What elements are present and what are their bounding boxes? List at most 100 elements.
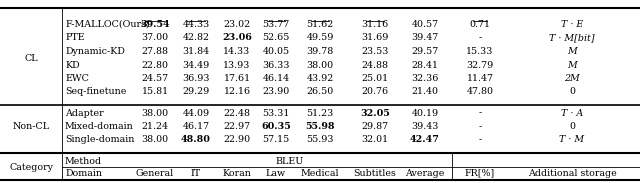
Text: 37.00: 37.00	[141, 33, 168, 42]
Text: 52.65: 52.65	[262, 33, 290, 42]
Text: 38.00: 38.00	[141, 135, 168, 145]
Text: -: -	[478, 135, 482, 145]
Text: Additional storage: Additional storage	[527, 169, 616, 178]
Text: 40.05: 40.05	[262, 47, 289, 56]
Text: T · M: T · M	[559, 135, 584, 145]
Text: 60.35: 60.35	[261, 122, 291, 131]
Text: FR[%]: FR[%]	[465, 169, 495, 178]
Text: 29.29: 29.29	[182, 87, 210, 96]
Text: 48.80: 48.80	[181, 135, 211, 145]
Text: 51.62: 51.62	[307, 20, 333, 29]
Text: 22.90: 22.90	[223, 135, 251, 145]
Text: CL: CL	[24, 54, 38, 63]
Text: 39.47: 39.47	[412, 33, 438, 42]
Text: 51.23: 51.23	[307, 109, 333, 117]
Text: Subtitles: Subtitles	[353, 169, 396, 178]
Text: 31.16: 31.16	[362, 20, 388, 29]
Text: 24.57: 24.57	[141, 74, 168, 83]
Text: M: M	[567, 47, 577, 56]
Text: 22.80: 22.80	[141, 61, 168, 70]
Text: 11.47: 11.47	[467, 74, 493, 83]
Text: T · E: T · E	[561, 20, 583, 29]
Text: 38.00: 38.00	[141, 109, 168, 117]
Text: 0: 0	[569, 122, 575, 131]
Text: 55.98: 55.98	[305, 122, 335, 131]
Text: Medical: Medical	[301, 169, 339, 178]
Text: 0: 0	[569, 87, 575, 96]
Text: Average: Average	[405, 169, 445, 178]
Text: IT: IT	[191, 169, 201, 178]
Text: -: -	[478, 122, 482, 131]
Text: 44.33: 44.33	[182, 20, 210, 29]
Text: BLEU: BLEU	[276, 156, 304, 165]
Text: -: -	[478, 109, 482, 117]
Text: 0.71: 0.71	[470, 20, 490, 29]
Text: PTE: PTE	[65, 33, 84, 42]
Text: 44.09: 44.09	[182, 109, 209, 117]
Text: 31.84: 31.84	[182, 47, 209, 56]
Text: 34.49: 34.49	[182, 61, 210, 70]
Text: Mixed-domain: Mixed-domain	[65, 122, 134, 131]
Text: Domain: Domain	[65, 169, 102, 178]
Text: Koran: Koran	[223, 169, 252, 178]
Text: 42.47: 42.47	[410, 135, 440, 145]
Text: Single-domain: Single-domain	[65, 135, 134, 145]
Text: 36.93: 36.93	[182, 74, 210, 83]
Text: 43.92: 43.92	[307, 74, 333, 83]
Text: Law: Law	[266, 169, 286, 178]
Text: 55.93: 55.93	[307, 135, 333, 145]
Text: 46.14: 46.14	[262, 74, 289, 83]
Text: Category: Category	[9, 163, 53, 171]
Text: General: General	[136, 169, 174, 178]
Text: 40.57: 40.57	[412, 20, 438, 29]
Text: 24.88: 24.88	[362, 61, 388, 70]
Text: 22.97: 22.97	[223, 122, 251, 131]
Text: 21.40: 21.40	[412, 87, 438, 96]
Text: 46.17: 46.17	[182, 122, 209, 131]
Text: 38.00: 38.00	[307, 61, 333, 70]
Text: 39.43: 39.43	[412, 122, 438, 131]
Text: 32.05: 32.05	[360, 109, 390, 117]
Text: 14.33: 14.33	[223, 47, 251, 56]
Text: 13.93: 13.93	[223, 61, 251, 70]
Text: Dynamic-KD: Dynamic-KD	[65, 47, 125, 56]
Text: Method: Method	[65, 156, 102, 165]
Text: 39.78: 39.78	[307, 47, 333, 56]
Text: EWC: EWC	[65, 74, 89, 83]
Text: 23.02: 23.02	[223, 20, 251, 29]
Text: 15.81: 15.81	[141, 87, 168, 96]
Text: 25.01: 25.01	[362, 74, 388, 83]
Text: 39.54: 39.54	[140, 20, 170, 29]
Text: -: -	[478, 33, 482, 42]
Text: Non-CL: Non-CL	[12, 122, 49, 131]
Text: 53.31: 53.31	[262, 109, 290, 117]
Text: 12.16: 12.16	[223, 87, 251, 96]
Text: Adapter: Adapter	[65, 109, 104, 117]
Text: 31.69: 31.69	[362, 33, 388, 42]
Text: 28.41: 28.41	[412, 61, 438, 70]
Text: 42.82: 42.82	[182, 33, 209, 42]
Text: KD: KD	[65, 61, 79, 70]
Text: 23.90: 23.90	[262, 87, 290, 96]
Text: 32.36: 32.36	[412, 74, 438, 83]
Text: 23.53: 23.53	[362, 47, 388, 56]
Text: 32.01: 32.01	[362, 135, 388, 145]
Text: 15.33: 15.33	[467, 47, 493, 56]
Text: 29.57: 29.57	[412, 47, 438, 56]
Text: Seq-finetune: Seq-finetune	[65, 87, 126, 96]
Text: 57.15: 57.15	[262, 135, 290, 145]
Text: 27.88: 27.88	[141, 47, 168, 56]
Text: 29.87: 29.87	[362, 122, 388, 131]
Text: 53.77: 53.77	[262, 20, 290, 29]
Text: T · A: T · A	[561, 109, 583, 117]
Text: 36.33: 36.33	[262, 61, 290, 70]
Text: 47.80: 47.80	[467, 87, 493, 96]
Text: 23.06: 23.06	[222, 33, 252, 42]
Text: M: M	[567, 61, 577, 70]
Text: 20.76: 20.76	[362, 87, 388, 96]
Text: T · M[bit]: T · M[bit]	[549, 33, 595, 42]
Text: 22.48: 22.48	[223, 109, 250, 117]
Text: 17.61: 17.61	[223, 74, 251, 83]
Text: 2M: 2M	[564, 74, 580, 83]
Text: 49.59: 49.59	[307, 33, 333, 42]
